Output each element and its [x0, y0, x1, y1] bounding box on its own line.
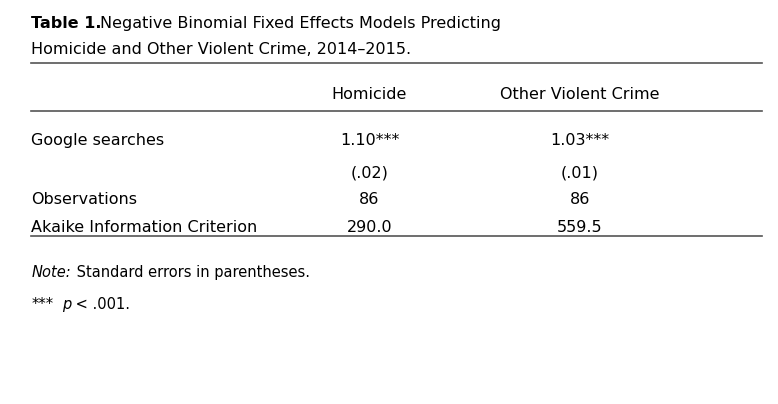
Text: Negative Binomial Fixed Effects Models Predicting: Negative Binomial Fixed Effects Models P… — [100, 16, 500, 31]
Text: 86: 86 — [569, 192, 590, 207]
Text: 86: 86 — [359, 192, 380, 207]
Text: 1.10***: 1.10*** — [340, 133, 399, 148]
Text: Homicide and Other Violent Crime, 2014–2015.: Homicide and Other Violent Crime, 2014–2… — [31, 42, 412, 57]
Text: ***: *** — [31, 297, 53, 312]
Text: Note:: Note: — [31, 265, 71, 280]
Text: (.02): (.02) — [351, 166, 388, 181]
Text: Standard errors in parentheses.: Standard errors in parentheses. — [72, 265, 310, 280]
Text: Akaike Information Criterion: Akaike Information Criterion — [31, 220, 258, 235]
Text: 559.5: 559.5 — [557, 220, 602, 235]
Text: Observations: Observations — [31, 192, 137, 207]
Text: p: p — [62, 297, 72, 312]
Text: Table 1.: Table 1. — [31, 16, 102, 31]
Text: (.01): (.01) — [561, 166, 598, 181]
Text: Homicide: Homicide — [332, 87, 407, 102]
Text: Other Violent Crime: Other Violent Crime — [499, 87, 660, 102]
Text: Google searches: Google searches — [31, 133, 164, 148]
Text: 290.0: 290.0 — [347, 220, 392, 235]
Text: < .001.: < .001. — [71, 297, 130, 312]
Text: 1.03***: 1.03*** — [550, 133, 609, 148]
